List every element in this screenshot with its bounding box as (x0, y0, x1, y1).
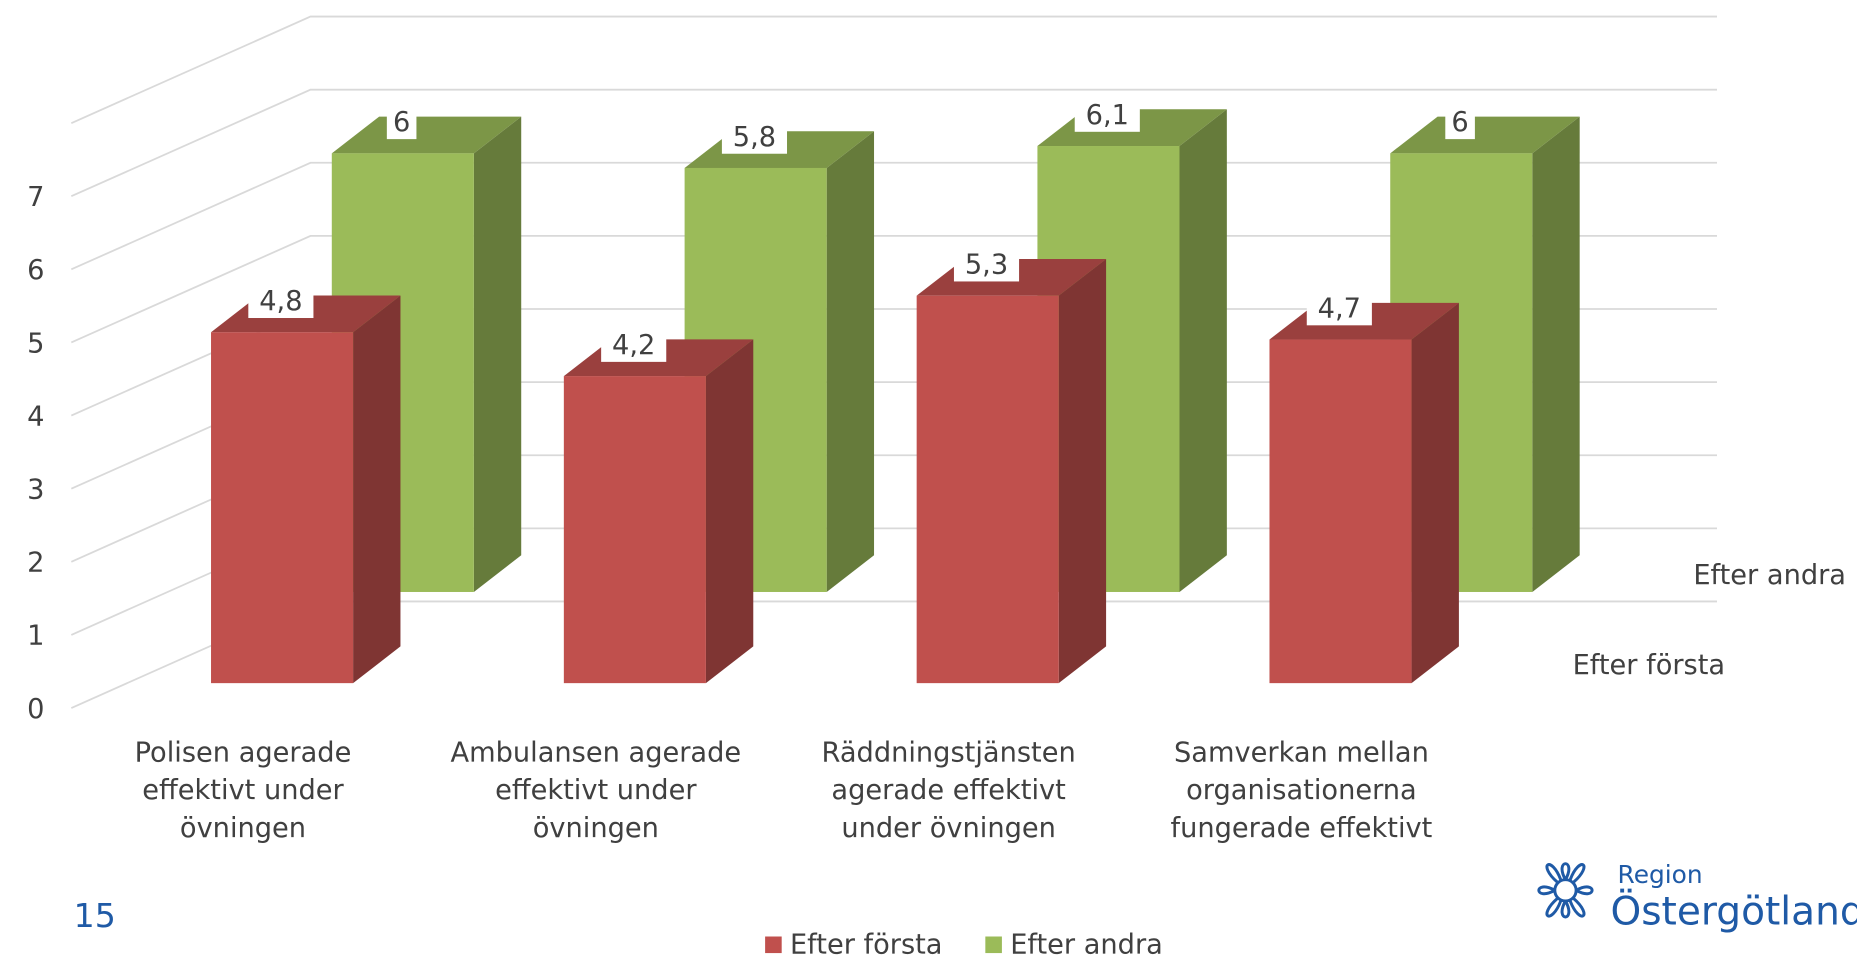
x-tick-label-box: Polisen agerade effektivt under övningen (134, 737, 352, 845)
x-tick-label: Ambulansen agerade effektivt under övnin… (450, 737, 742, 845)
bar-side (1532, 116, 1580, 592)
legend-swatch (765, 936, 782, 954)
y-tick-label: 5 (27, 328, 44, 359)
bar-side (1058, 258, 1107, 684)
bar-side (1179, 109, 1227, 592)
bar-top (331, 116, 522, 154)
bar-side (826, 131, 875, 592)
depth-label: Efter första (1573, 650, 1726, 681)
legend-swatch (985, 936, 1002, 954)
bar-side (473, 116, 522, 592)
legend-label: Efter första (790, 929, 943, 959)
y-tick-label: 6 (27, 255, 44, 286)
y-tick-label: 0 (27, 694, 44, 725)
y-tick-label: 1 (27, 621, 44, 652)
value-label: 6,1 (1086, 100, 1129, 131)
grid-line (70, 235, 1718, 344)
x-tick-label-box: Räddningstjänsten agerade effektivt unde… (821, 737, 1076, 845)
bar-side (705, 339, 754, 684)
value-label-box (1445, 105, 1475, 140)
value-label: 4,8 (259, 286, 302, 317)
x-tick-label: Polisen agerade effektivt under övningen (134, 737, 352, 845)
grid-line (70, 161, 1718, 271)
bar (916, 295, 1059, 684)
legend-label: Efter andra (1010, 929, 1163, 959)
bar (563, 376, 706, 684)
value-label: 6 (393, 107, 410, 138)
value-label-box (953, 248, 1020, 282)
value-label-box (601, 328, 667, 362)
y-tick-label: 2 (27, 548, 44, 579)
value-label: 5,8 (733, 122, 776, 153)
logo (1537, 862, 1594, 919)
value-label: 4,7 (1318, 293, 1361, 324)
x-tick-label-box: Ambulansen agerade effektivt under övnin… (450, 737, 742, 845)
x-tick-label-box: Samverkan mellan organisationerna funger… (1170, 737, 1433, 845)
grid-line (70, 88, 1718, 198)
x-tick-label: Samverkan mellan organisationerna funger… (1170, 737, 1433, 845)
value-label-box (1306, 292, 1372, 326)
value-label: 4,2 (612, 330, 655, 361)
value-label: 5,3 (965, 250, 1008, 281)
bar-side (353, 295, 401, 684)
x-tick-label: Räddningstjänsten agerade effektivt unde… (821, 737, 1076, 845)
page-number: 15 (74, 896, 116, 935)
grid-line (70, 15, 1718, 124)
value-label-box (1074, 98, 1140, 132)
value-label-box (386, 105, 417, 140)
y-tick-label: 3 (27, 475, 44, 506)
logo-line1: Region (1618, 860, 1703, 889)
bar (1269, 339, 1412, 684)
y-tick-label: 7 (27, 182, 44, 213)
value-label-box (248, 284, 314, 319)
bar-side (1411, 302, 1459, 684)
y-tick-label: 4 (27, 401, 44, 432)
value-label: 6 (1451, 107, 1468, 138)
logo-line2: Östergötland (1610, 889, 1857, 935)
depth-label: Efter andra (1693, 560, 1846, 591)
value-label-box (721, 120, 788, 154)
bar (211, 332, 354, 684)
bar-top (1390, 116, 1580, 154)
